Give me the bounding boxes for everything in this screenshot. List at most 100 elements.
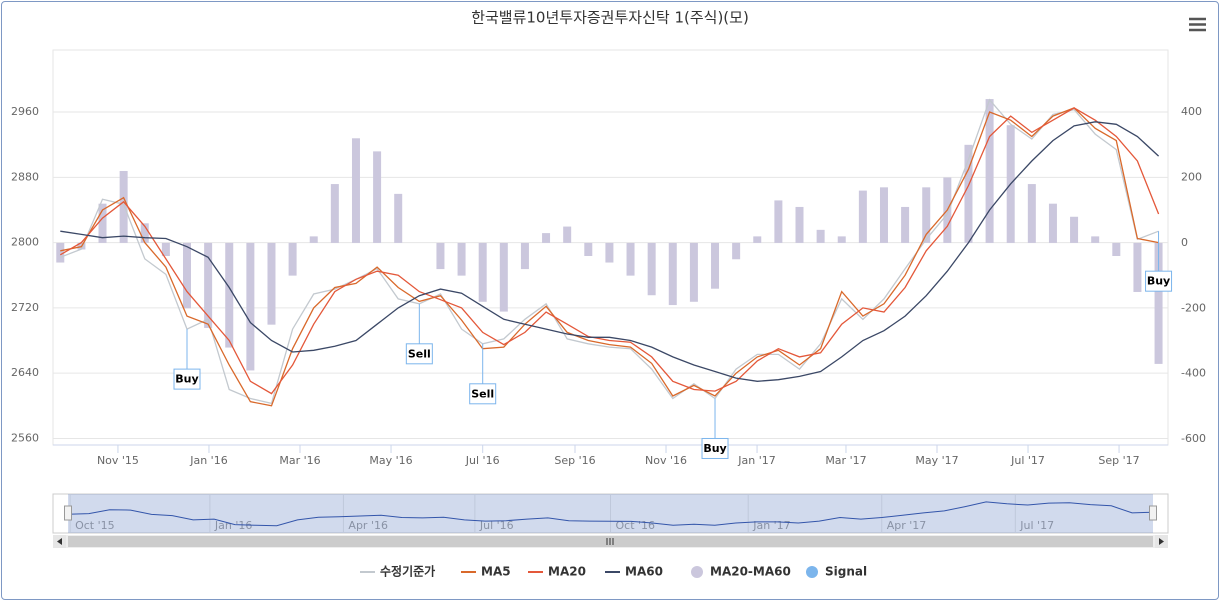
column (668, 242, 677, 306)
navigator-label: Jul '17 (1019, 519, 1054, 532)
legend-label: 수정기준가 (380, 564, 435, 579)
y2-tick-label: -600 (1181, 432, 1206, 445)
column (584, 242, 593, 257)
legend-label: MA5 (481, 565, 511, 579)
column (140, 223, 149, 243)
legend-item[interactable]: MA20 (528, 565, 586, 579)
arrow-right (1159, 538, 1164, 545)
x-tick-label: Sep '17 (1098, 454, 1139, 467)
column (1027, 184, 1036, 243)
x-tick-label: Sep '16 (554, 454, 595, 467)
y2-tick-label: 200 (1181, 171, 1202, 184)
column (563, 226, 572, 243)
legend-item[interactable]: MA5 (461, 565, 511, 579)
signal-flag (173, 368, 201, 390)
legend-label: MA20-MA60 (710, 565, 791, 579)
navigator-label: Oct '15 (75, 519, 115, 532)
column (161, 242, 170, 257)
column (922, 187, 931, 243)
column (689, 242, 698, 302)
line-series (60, 107, 1159, 407)
column (711, 242, 720, 289)
signal-label: Buy (1147, 275, 1170, 288)
column (499, 242, 508, 312)
column (520, 242, 529, 270)
x-tick-label: Nov '15 (97, 454, 139, 467)
column (816, 229, 825, 243)
column (225, 242, 234, 348)
column (98, 203, 107, 243)
navigator-label: Jan '16 (214, 519, 252, 532)
column (1091, 236, 1100, 243)
y2-tick-label: 0 (1181, 236, 1188, 249)
column (753, 236, 762, 243)
line-series (60, 98, 1159, 405)
signal-label: Sell (471, 387, 494, 400)
legend-label: Signal (825, 565, 867, 579)
column (647, 242, 656, 296)
column (795, 206, 804, 243)
column (1070, 216, 1079, 243)
legend-label: MA20 (548, 565, 586, 579)
column (56, 242, 65, 263)
column (330, 184, 339, 243)
navigator-handle[interactable] (64, 505, 72, 521)
legend-item[interactable]: MA60 (605, 565, 663, 579)
y-tick-label: 2720 (11, 301, 39, 314)
arrow-left (57, 538, 62, 545)
navigator-label: Jul '16 (479, 519, 514, 532)
signal-flag (701, 437, 729, 459)
y-tick-label: 2640 (11, 366, 39, 379)
navigator-series (67, 501, 1154, 527)
y-tick-label: 2800 (11, 236, 39, 249)
navigator-mask (68, 494, 1153, 533)
column (436, 242, 445, 270)
x-tick-label: Nov '16 (645, 454, 687, 467)
column (1112, 242, 1121, 257)
line-series (59, 107, 1160, 395)
column (985, 99, 994, 243)
signal-flag (469, 383, 497, 405)
column (732, 242, 741, 260)
column (351, 138, 360, 243)
legend-item[interactable]: MA20-MA60 (691, 565, 791, 579)
legend-symbol (806, 566, 818, 578)
x-tick-label: Jul '17 (1010, 454, 1045, 467)
legend-label: MA60 (625, 565, 663, 579)
y2-tick-label: 400 (1181, 105, 1202, 118)
x-tick-label: Jan '16 (189, 454, 227, 467)
x-tick-label: May '16 (369, 454, 412, 467)
legend-symbol (691, 566, 703, 578)
navigator-handle[interactable] (1149, 505, 1157, 521)
column (837, 236, 846, 243)
x-tick-label: Jan '17 (737, 454, 775, 467)
navigator-label: Apr '16 (348, 519, 388, 532)
column (1133, 242, 1142, 292)
x-tick-label: Mar '16 (279, 454, 320, 467)
legend-item[interactable]: Signal (806, 565, 867, 579)
y2-tick-label: -400 (1181, 367, 1206, 380)
column (246, 242, 255, 371)
column (542, 233, 551, 243)
column (373, 151, 382, 243)
column (288, 242, 297, 276)
column (309, 236, 318, 243)
column (204, 242, 213, 328)
navigator-label: Apr '17 (887, 519, 927, 532)
column (901, 206, 910, 243)
y-tick-label: 2960 (11, 105, 39, 118)
column (183, 242, 192, 309)
menu-button[interactable] (1186, 14, 1208, 36)
x-tick-label: May '17 (915, 454, 958, 467)
column (626, 242, 635, 276)
signal-flag (1145, 270, 1173, 292)
legend-item[interactable]: 수정기준가 (360, 564, 435, 579)
signal-label: Sell (408, 347, 431, 360)
column (1154, 242, 1163, 364)
column (774, 200, 783, 243)
column (879, 187, 888, 243)
column (858, 190, 867, 243)
y2-tick-label: -200 (1181, 301, 1206, 314)
